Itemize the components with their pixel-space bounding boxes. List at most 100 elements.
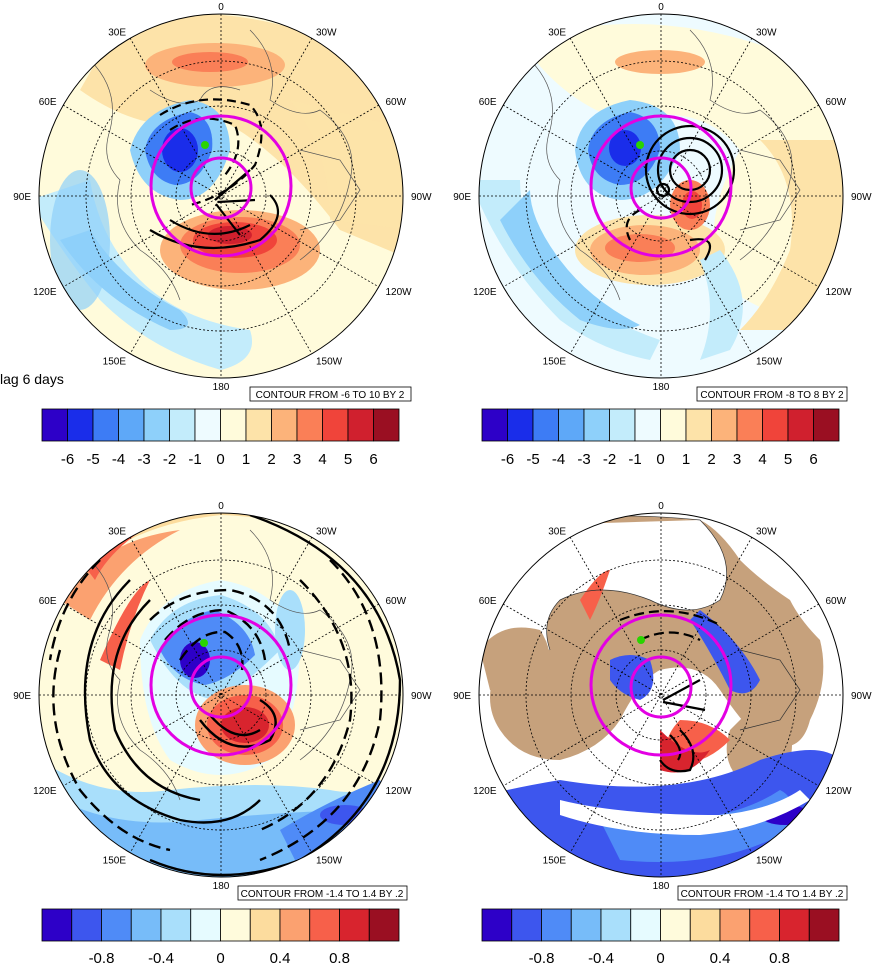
lon-label: 0	[218, 2, 224, 13]
green-marker	[637, 636, 645, 644]
colorbar-tick-label: 5	[344, 451, 352, 468]
map-panel-bottom-left	[38, 512, 404, 878]
coastlines-top-right	[529, 29, 801, 301]
map-border	[38, 13, 404, 379]
colorbar-swatch	[749, 908, 780, 942]
colorbar-swatch	[558, 408, 585, 442]
lon-label: 120W	[826, 786, 853, 797]
colorbar-top-left: -6 -5 -4 -3 -2 -1 0 1 2 3 4 5 6	[41, 408, 400, 468]
lon-label: 180	[653, 881, 670, 892]
colorbar-swatch	[779, 908, 810, 942]
graticule-bottom-right	[479, 513, 843, 877]
magenta-circle-inner	[189, 655, 253, 719]
map-border	[38, 512, 404, 878]
map-panel-top-right	[478, 13, 844, 379]
colorbar-tick-label: -6	[61, 451, 74, 468]
colorbar-swatch	[570, 908, 602, 942]
colorbar-swatch	[160, 908, 192, 942]
lon-label: 150E	[103, 856, 127, 867]
colorbar-swatch	[373, 408, 400, 442]
colorbar-swatch	[634, 408, 661, 442]
colorbar-swatch	[762, 408, 789, 442]
colorbar-swatch	[279, 908, 311, 942]
lon-label: 60E	[39, 596, 57, 607]
colorbar-swatch	[194, 408, 221, 442]
contour-box-text: CONTOUR FROM -1.4 TO 1.4 BY .2	[241, 889, 404, 900]
colorbar-swatch	[71, 908, 102, 942]
contours-bottom-left	[48, 513, 402, 877]
colorbar-swatch	[736, 408, 763, 442]
green-marker	[200, 639, 208, 647]
colorbar-tick-label: -5	[86, 451, 99, 468]
colorbar-swatch	[481, 408, 508, 442]
colorbar-swatch	[600, 908, 632, 942]
colorbar-swatch	[787, 408, 814, 442]
colorbar-swatch	[339, 908, 370, 942]
colorbar-tick-label: 5	[784, 451, 792, 468]
colorbar-swatch	[481, 908, 513, 942]
colorbar-tick-label: -0.4	[148, 950, 174, 964]
map-border	[478, 13, 844, 379]
colorbar-swatch	[660, 408, 687, 442]
colorbar-tick-label: 0.8	[329, 950, 350, 964]
colorbar-tick-label: 3	[733, 451, 741, 468]
coastlines-bottom-right	[539, 515, 801, 731]
lon-label: 90E	[453, 691, 471, 702]
colorbar-tick-label: 4	[318, 451, 326, 468]
map-panel-top-left	[38, 13, 404, 379]
lon-label: 90W	[851, 192, 872, 203]
colorbar-tick-label: -5	[526, 451, 539, 468]
lon-label: 60W	[386, 97, 407, 108]
colorbar-tick-label: -4	[112, 451, 125, 468]
colorbar-swatch	[322, 408, 349, 442]
lon-label: 60W	[826, 97, 847, 108]
colorbar-bottom-right: -0.8 -0.4 0 0.4 0.8	[481, 908, 840, 964]
coastlines-bottom-left	[89, 529, 361, 801]
lon-label: 30W	[756, 28, 777, 39]
lon-label: 150E	[543, 357, 567, 368]
colorbar-tick-label: 0	[656, 451, 664, 468]
colorbar-tick-label: -0.4	[588, 950, 614, 964]
colorbar-swatch	[249, 908, 281, 942]
colorbar-tick-label: 4	[758, 451, 766, 468]
contour-box-bottom-left: CONTOUR FROM -1.4 TO 1.4 BY .2	[237, 885, 408, 901]
colorbar-top-right: -6 -5 -4 -3 -2 -1 0 1 2 3 4 5 6	[481, 408, 840, 468]
colorbar-swatch	[808, 908, 840, 942]
green-marker	[636, 141, 644, 149]
colorbar-bottom-left: -0.8 -0.4 0 0.4 0.8	[41, 908, 400, 964]
contour-box-text: CONTOUR FROM -1.4 TO 1.4 BY .2	[681, 889, 844, 900]
lon-label: 120E	[473, 786, 497, 797]
colorbar-swatch	[541, 908, 572, 942]
contour-box-top-right: CONTOUR FROM -8 TO 8 BY 2	[696, 386, 848, 402]
lon-label: 0	[658, 2, 664, 13]
lon-label: 120E	[473, 287, 497, 298]
colorbar-tick-label: 0	[656, 950, 664, 964]
colorbar-tick-label: -3	[577, 451, 590, 468]
lon-label: 0	[658, 501, 664, 512]
magenta-circle-outer	[589, 114, 733, 258]
colorbar-tick-label: 6	[809, 451, 817, 468]
colorbar-swatch	[220, 908, 251, 942]
colorbar-swatch	[719, 908, 751, 942]
colorbar-swatch	[309, 908, 340, 942]
colorbar-swatch	[67, 408, 94, 442]
lon-label: 30W	[756, 527, 777, 538]
colorbar-swatch	[92, 408, 119, 442]
lon-label: 90W	[411, 192, 432, 203]
colorbar-swatch	[583, 408, 610, 442]
colorbar-tick-label: 2	[707, 451, 715, 468]
colorbar-tick-label: -6	[501, 451, 514, 468]
lon-label: 180	[213, 881, 230, 892]
lon-label: 120W	[826, 287, 853, 298]
contour-box-text: CONTOUR FROM -8 TO 8 BY 2	[700, 390, 844, 401]
lon-label: 30E	[548, 28, 566, 39]
lon-label: 180	[213, 382, 230, 393]
lon-label: 180	[653, 382, 670, 393]
lon-label: 120E	[33, 287, 57, 298]
colorbar-swatch	[511, 908, 542, 942]
colorbar-swatch	[271, 408, 298, 442]
longitude-labels: 0 30W 60W 90W 120W 150W 180 150E 120E 90E 60E 30E 0 3…	[13, 2, 872, 892]
colorbar-tick-label: 0	[216, 950, 224, 964]
colorbar-tick-label: 0	[216, 451, 224, 468]
